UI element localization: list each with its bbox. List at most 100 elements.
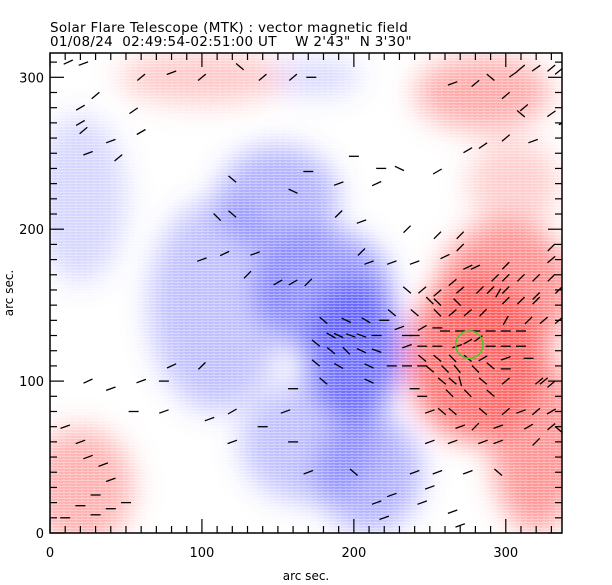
field-vector [532,296,541,305]
field-vector [547,380,556,388]
field-vector [516,273,525,282]
field-vector [204,416,215,422]
field-vector [235,63,245,71]
field-vector [432,168,443,175]
field-vector [445,389,454,398]
y-tick-label: 0 [36,527,44,542]
field-vector [463,389,472,398]
field-vector [448,278,457,287]
field-vector [425,365,435,373]
field-vector [403,225,412,234]
field-vector [280,409,291,414]
field-vector [433,289,442,297]
field-vector [448,354,457,363]
field-vector [227,439,238,445]
field-vector [563,274,570,281]
field-vector [531,407,541,416]
field-vector [478,142,488,150]
field-vector [63,59,74,65]
field-vector [326,332,336,339]
field-vector [501,285,510,294]
field-vector [500,355,511,361]
field-vector [333,332,344,339]
field-vector [417,324,427,331]
field-vector [534,377,544,385]
field-vector [456,231,465,240]
field-vector [532,292,541,301]
field-vector [136,128,146,136]
field-vector [356,348,367,354]
field-vector [486,73,495,81]
field-vector [471,422,480,431]
field-vector [228,210,237,218]
field-vector [228,175,237,183]
field-vector [462,469,473,475]
field-vector [453,298,462,307]
field-vector [501,134,511,142]
field-vector [83,150,93,156]
field-vector [493,468,503,476]
field-vector [361,317,371,324]
field-vector [493,439,504,445]
field-vector [60,424,71,430]
field-vector [531,64,541,72]
field-vector [75,104,86,111]
field-vector [410,309,419,317]
axis-ticks [49,53,562,534]
field-vector [539,377,549,385]
field-vector [105,477,116,483]
field-vector [547,255,556,264]
field-vector [519,104,529,112]
field-vector [288,188,298,194]
field-vector [547,423,556,431]
field-vector [98,462,109,468]
field-vector [479,308,487,317]
field-vector [433,308,442,317]
field-vector [493,424,504,430]
field-vector [447,439,458,445]
field-vector [409,469,420,475]
field-vector [495,288,502,298]
field-vector [319,377,328,385]
field-vector [547,64,556,72]
field-vector [371,348,382,354]
field-vector [570,256,578,262]
field-vector [558,122,562,126]
field-vector [371,180,382,187]
field-vector [273,279,283,286]
field-vector [136,73,146,81]
field-vector [311,339,321,347]
field-vector [386,260,397,265]
y-tick-labels: 0 100 200 300 [19,71,44,542]
field-vector [333,362,344,369]
field-vector [491,273,500,282]
field-vector [288,279,298,286]
x-tick-label: 200 [341,546,366,561]
field-vector [371,500,382,505]
field-vector [455,424,466,430]
field-vector [440,253,450,260]
field-vector [478,407,488,416]
field-vector [417,500,428,505]
field-vector [471,79,480,88]
field-vector [456,243,465,252]
field-vector [333,181,344,186]
field-vector [524,316,533,325]
field-vector [227,408,237,415]
field-vector [433,354,442,362]
field-vector [448,377,457,385]
y-tick-label: 100 [19,375,44,390]
field-vector [501,296,510,305]
field-vector [196,257,207,262]
field-vector [502,315,509,326]
field-vector [326,347,336,355]
field-vector [463,309,473,317]
field-vector [432,469,443,475]
field-vector [356,219,367,224]
field-vector [463,338,473,345]
field-vector [501,377,511,385]
field-vector [394,325,405,331]
field-vector [470,264,481,270]
field-vector [417,286,427,294]
